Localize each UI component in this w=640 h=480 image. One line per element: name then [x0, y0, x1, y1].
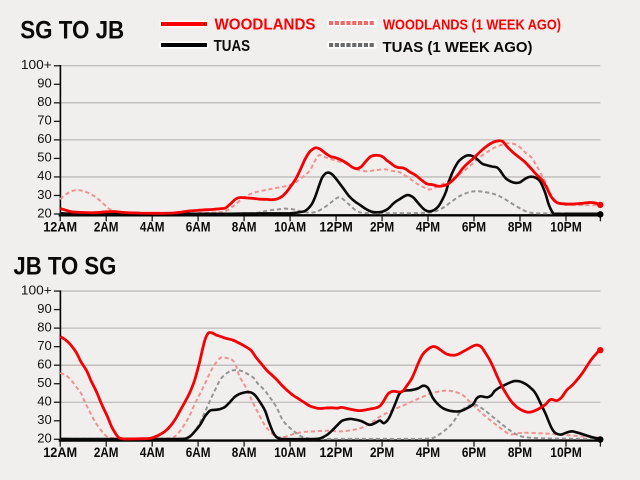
svg-text:50: 50 — [37, 150, 51, 165]
svg-text:40: 40 — [37, 394, 51, 409]
svg-text:6PM: 6PM — [462, 219, 486, 235]
svg-text:4PM: 4PM — [416, 444, 440, 460]
svg-text:100+: 100+ — [21, 57, 52, 72]
svg-text:4AM: 4AM — [140, 219, 165, 235]
svg-text:2PM: 2PM — [370, 219, 394, 235]
svg-text:2PM: 2PM — [370, 444, 394, 460]
svg-text:6PM: 6PM — [462, 444, 486, 460]
svg-text:8AM: 8AM — [232, 219, 257, 235]
svg-text:90: 90 — [37, 301, 51, 316]
svg-text:60: 60 — [37, 131, 51, 146]
svg-text:20: 20 — [37, 205, 51, 220]
svg-text:6AM: 6AM — [186, 444, 211, 460]
svg-text:12PM: 12PM — [319, 219, 353, 235]
svg-text:100+: 100+ — [21, 282, 52, 297]
svg-text:8PM: 8PM — [508, 219, 532, 235]
svg-text:SG TO JB: SG TO JB — [20, 17, 124, 45]
svg-text:70: 70 — [37, 338, 51, 353]
svg-text:50: 50 — [37, 375, 51, 390]
svg-text:10AM: 10AM — [274, 444, 306, 460]
svg-text:90: 90 — [37, 76, 51, 91]
svg-text:10AM: 10AM — [274, 219, 306, 235]
svg-text:40: 40 — [37, 168, 51, 183]
svg-text:WOODLANDS: WOODLANDS — [215, 17, 316, 34]
svg-text:10PM: 10PM — [550, 219, 582, 235]
svg-text:12AM: 12AM — [43, 444, 77, 460]
svg-text:30: 30 — [37, 412, 51, 427]
svg-text:WOODLANDS (1 WEEK AGO): WOODLANDS (1 WEEK AGO) — [383, 17, 561, 34]
svg-text:10PM: 10PM — [550, 444, 582, 460]
svg-text:20: 20 — [37, 431, 51, 446]
svg-text:12PM: 12PM — [319, 444, 353, 460]
svg-text:8AM: 8AM — [232, 444, 257, 460]
svg-text:2AM: 2AM — [94, 219, 119, 235]
svg-text:70: 70 — [37, 113, 51, 128]
svg-text:6AM: 6AM — [186, 219, 211, 235]
svg-text:30: 30 — [37, 187, 51, 202]
svg-text:JB TO SG: JB TO SG — [13, 252, 116, 280]
svg-text:TUAS (1 WEEK AGO): TUAS (1 WEEK AGO) — [383, 39, 533, 56]
svg-text:12AM: 12AM — [43, 219, 77, 235]
svg-text:8PM: 8PM — [508, 444, 532, 460]
svg-text:4AM: 4AM — [140, 444, 165, 460]
svg-text:TUAS: TUAS — [214, 38, 251, 55]
svg-text:4PM: 4PM — [416, 219, 440, 235]
svg-text:80: 80 — [37, 94, 51, 109]
svg-text:80: 80 — [37, 319, 51, 334]
svg-text:60: 60 — [37, 356, 51, 371]
svg-text:2AM: 2AM — [94, 444, 119, 460]
